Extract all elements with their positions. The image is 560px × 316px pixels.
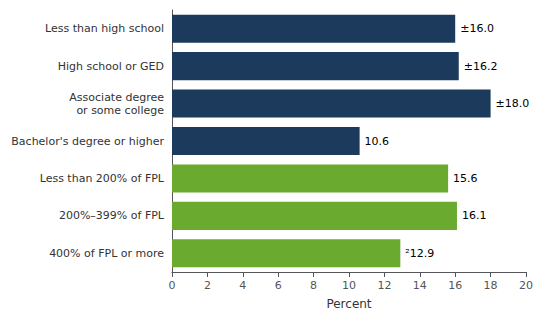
svg-text:12: 12 [377, 279, 391, 292]
svg-text:10.6: 10.6 [365, 135, 390, 148]
svg-text:200%–399% of FPL: 200%–399% of FPL [59, 209, 165, 222]
svg-text:14: 14 [413, 279, 427, 292]
svg-text:²12.9: ²12.9 [405, 247, 434, 260]
svg-text:Percent: Percent [326, 297, 371, 311]
svg-text:4: 4 [239, 279, 246, 292]
svg-text:18: 18 [484, 279, 498, 292]
svg-text:2: 2 [204, 279, 211, 292]
svg-text:8: 8 [310, 279, 317, 292]
svg-text:Associate degree: Associate degree [69, 91, 164, 104]
svg-text:±18.0: ±18.0 [496, 97, 530, 110]
svg-text:20: 20 [519, 279, 533, 292]
svg-text:10: 10 [342, 279, 356, 292]
svg-text:6: 6 [275, 279, 282, 292]
svg-text:or some college: or some college [76, 104, 164, 117]
svg-text:16: 16 [448, 279, 462, 292]
svg-text:Bachelor's degree or higher: Bachelor's degree or higher [11, 135, 164, 148]
svg-text:Less than 200% of FPL: Less than 200% of FPL [40, 172, 165, 185]
svg-text:15.6: 15.6 [453, 172, 478, 185]
svg-text:±16.2: ±16.2 [464, 60, 498, 73]
svg-text:0: 0 [169, 279, 176, 292]
svg-text:16.1: 16.1 [462, 209, 487, 222]
svg-text:±16.0: ±16.0 [460, 22, 494, 35]
svg-text:High school or GED: High school or GED [58, 60, 164, 73]
svg-text:400% of FPL or more: 400% of FPL or more [49, 247, 164, 260]
svg-text:Less than high school: Less than high school [45, 22, 164, 35]
